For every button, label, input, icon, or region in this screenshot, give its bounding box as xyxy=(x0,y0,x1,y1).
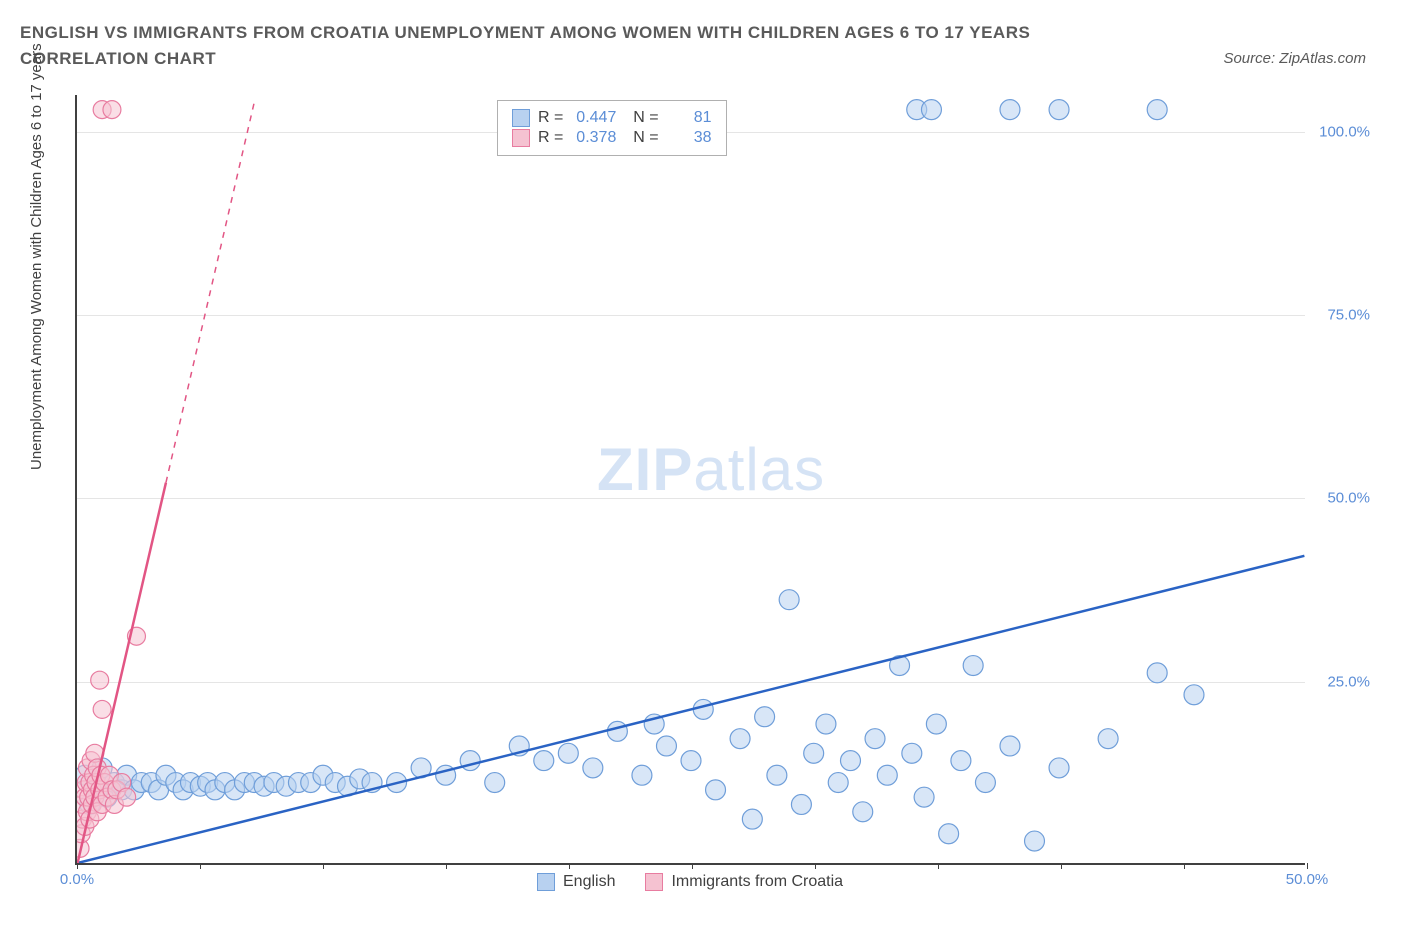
stats-box: R = 0.447 N = 81 R = 0.378 N = 38 xyxy=(497,100,727,156)
legend-item-english: English xyxy=(537,873,615,891)
chart-container: ENGLISH VS IMMIGRANTS FROM CROATIA UNEMP… xyxy=(20,20,1386,910)
legend: English Immigrants from Croatia xyxy=(537,873,843,891)
chart-title: ENGLISH VS IMMIGRANTS FROM CROATIA UNEMP… xyxy=(20,20,1120,71)
stats-swatch-english xyxy=(512,109,530,127)
legend-swatch-croatia xyxy=(645,873,663,891)
stats-row-english: R = 0.447 N = 81 xyxy=(512,109,712,127)
scatter-plot xyxy=(77,95,1305,863)
legend-swatch-english xyxy=(537,873,555,891)
legend-item-croatia: Immigrants from Croatia xyxy=(645,873,843,891)
y-axis-label: Unemployment Among Women with Children A… xyxy=(28,43,45,470)
stats-swatch-croatia xyxy=(512,129,530,147)
source-label: Source: ZipAtlas.com xyxy=(1223,50,1366,67)
stats-row-croatia: R = 0.378 N = 38 xyxy=(512,129,712,147)
plot-area: ZIPatlas 25.0%50.0%75.0%100.0% 0.0%50.0%… xyxy=(75,95,1305,865)
